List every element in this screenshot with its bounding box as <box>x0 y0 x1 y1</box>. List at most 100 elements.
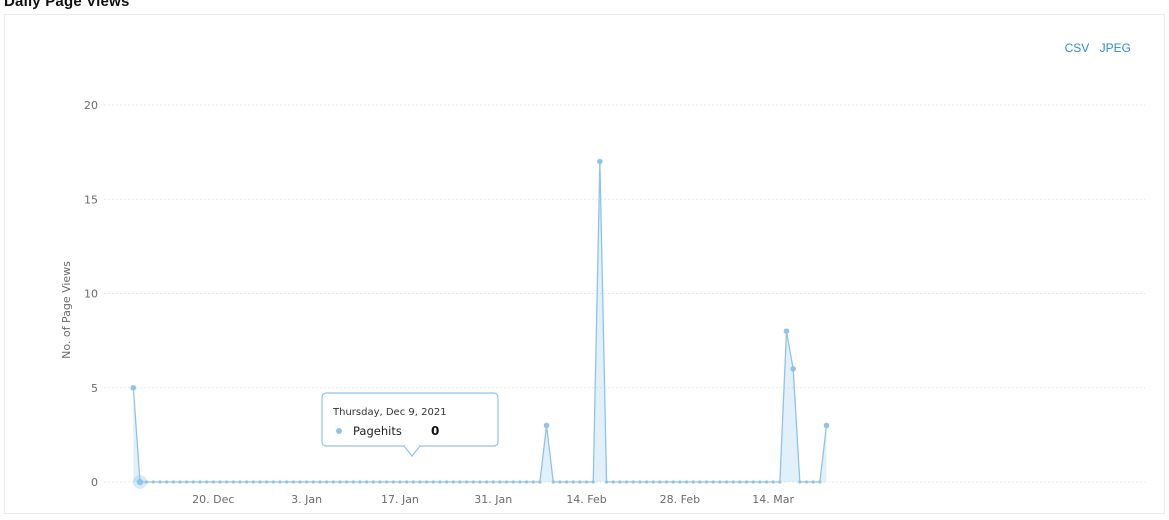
data-point[interactable] <box>365 480 369 484</box>
data-point[interactable] <box>178 480 182 484</box>
csv-export-link[interactable]: CSV <box>1064 41 1090 55</box>
data-point[interactable] <box>651 480 655 484</box>
data-point[interactable] <box>518 480 522 484</box>
data-point[interactable] <box>345 480 349 484</box>
data-point[interactable] <box>543 422 550 429</box>
data-point[interactable] <box>205 480 209 484</box>
data-point[interactable] <box>145 480 149 484</box>
data-point[interactable] <box>411 480 415 484</box>
data-point[interactable] <box>391 480 395 484</box>
data-point[interactable] <box>744 480 749 484</box>
data-point[interactable] <box>531 480 535 484</box>
data-point[interactable] <box>444 480 449 484</box>
data-point[interactable] <box>738 480 742 484</box>
data-point[interactable] <box>231 480 235 484</box>
data-point[interactable] <box>618 480 622 484</box>
data-point[interactable] <box>724 480 729 484</box>
data-point[interactable] <box>325 480 329 484</box>
data-point[interactable] <box>431 480 435 484</box>
data-point[interactable] <box>351 480 355 484</box>
data-point[interactable] <box>671 480 675 484</box>
data-point[interactable] <box>624 480 629 484</box>
data-point[interactable] <box>398 480 402 484</box>
data-point[interactable] <box>611 480 615 484</box>
data-point[interactable] <box>751 480 755 484</box>
data-point[interactable] <box>638 480 642 484</box>
data-point[interactable] <box>524 480 529 484</box>
data-point[interactable] <box>225 480 229 484</box>
data-point[interactable] <box>798 480 802 484</box>
data-point[interactable] <box>478 480 482 484</box>
data-point[interactable] <box>165 480 169 484</box>
data-point[interactable] <box>191 480 195 484</box>
data-point[interactable] <box>631 480 635 484</box>
data-point[interactable] <box>511 480 515 484</box>
data-point[interactable] <box>691 480 695 484</box>
data-point[interactable] <box>238 480 242 484</box>
data-point[interactable] <box>778 480 782 484</box>
data-point[interactable] <box>658 480 662 484</box>
data-point[interactable] <box>484 480 489 484</box>
data-point[interactable] <box>678 480 682 484</box>
data-point[interactable] <box>285 480 289 484</box>
data-point[interactable] <box>471 480 475 484</box>
data-point[interactable] <box>251 480 255 484</box>
data-point[interactable] <box>278 480 282 484</box>
data-point[interactable] <box>783 328 790 335</box>
data-point[interactable] <box>597 158 603 165</box>
data-point[interactable] <box>405 480 409 484</box>
data-point[interactable] <box>718 480 722 484</box>
data-point[interactable] <box>298 480 302 484</box>
data-point[interactable] <box>151 480 155 484</box>
data-point[interactable] <box>764 480 769 484</box>
data-point[interactable] <box>811 480 815 484</box>
data-point[interactable] <box>711 480 715 484</box>
data-point[interactable] <box>823 422 830 429</box>
data-point[interactable] <box>211 480 215 484</box>
data-point[interactable] <box>371 480 375 484</box>
data-point[interactable] <box>331 480 335 484</box>
data-point[interactable] <box>358 480 362 484</box>
data-point[interactable] <box>218 480 222 484</box>
data-point[interactable] <box>198 480 202 484</box>
data-point[interactable] <box>498 480 502 484</box>
data-point[interactable] <box>185 480 189 484</box>
data-point[interactable] <box>271 480 275 484</box>
data-point[interactable] <box>305 480 309 484</box>
jpeg-export-link[interactable]: JPEG <box>1099 41 1131 55</box>
data-point[interactable] <box>385 480 389 484</box>
data-point[interactable] <box>311 480 315 484</box>
data-point[interactable] <box>790 366 796 372</box>
data-point[interactable] <box>464 480 469 484</box>
data-point[interactable] <box>758 480 762 484</box>
data-point[interactable] <box>504 480 509 484</box>
data-point[interactable] <box>451 480 455 484</box>
data-point[interactable] <box>551 480 555 484</box>
data-point[interactable] <box>578 480 582 484</box>
data-point[interactable] <box>424 480 429 484</box>
data-point[interactable] <box>418 480 422 484</box>
data-point[interactable] <box>258 480 262 484</box>
data-point[interactable] <box>171 480 175 484</box>
data-point[interactable] <box>458 480 462 484</box>
data-point[interactable] <box>644 480 649 484</box>
data-point[interactable] <box>538 480 542 484</box>
data-point[interactable] <box>684 480 689 484</box>
hover-point[interactable] <box>136 478 144 486</box>
data-point[interactable] <box>704 480 709 484</box>
data-point[interactable] <box>378 480 382 484</box>
data-point[interactable] <box>818 480 822 484</box>
data-point[interactable] <box>130 384 137 391</box>
data-point[interactable] <box>591 480 595 484</box>
data-point[interactable] <box>731 480 735 484</box>
data-point[interactable] <box>291 480 295 484</box>
data-point[interactable] <box>571 480 575 484</box>
data-point[interactable] <box>698 480 702 484</box>
data-point[interactable] <box>491 480 495 484</box>
data-point[interactable] <box>265 480 269 484</box>
data-point[interactable] <box>438 480 442 484</box>
data-point[interactable] <box>584 480 589 484</box>
data-point[interactable] <box>664 480 669 484</box>
data-point[interactable] <box>558 480 562 484</box>
data-point[interactable] <box>771 480 775 484</box>
